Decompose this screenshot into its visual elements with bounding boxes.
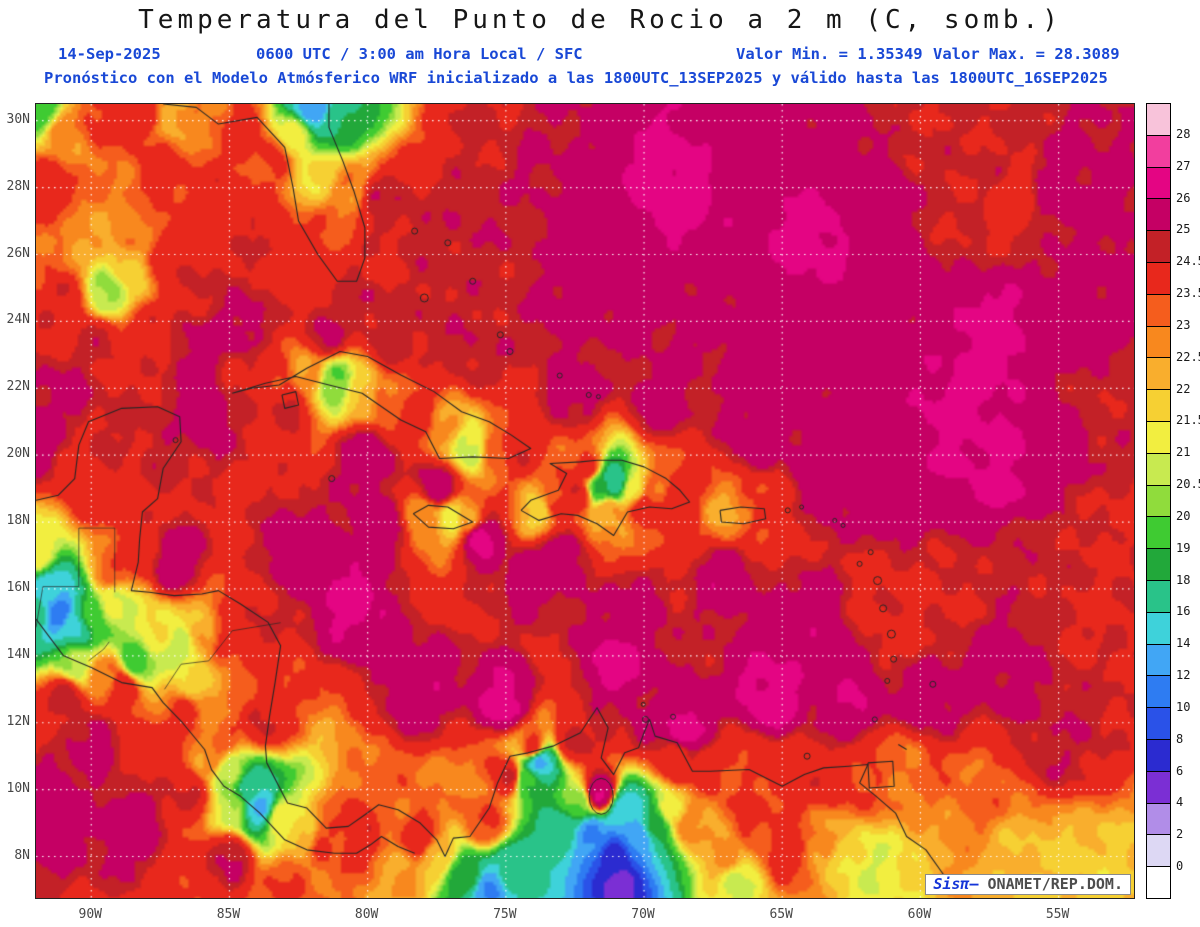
colorbar-cell <box>1146 738 1171 772</box>
lat-tick-label: 28N <box>6 178 30 194</box>
colorbar-tick-label: 14 <box>1176 636 1191 651</box>
colorbar-cell <box>1146 293 1171 327</box>
colorbar <box>1146 103 1171 899</box>
lat-tick-label: 12N <box>6 713 30 729</box>
colorbar-tick-label: 10 <box>1176 699 1191 714</box>
colorbar-cell <box>1146 452 1171 486</box>
colorbar-cell <box>1146 611 1171 645</box>
colorbar-tick-label: 4 <box>1176 795 1184 810</box>
colorbar-tick-label: 18 <box>1176 572 1191 587</box>
colorbar-cell <box>1146 198 1171 232</box>
watermark-org: ONAMET/REP.DOM. <box>987 875 1123 893</box>
map-plot-area: Sisπ– ONAMET/REP.DOM. <box>35 103 1135 899</box>
colorbar-tick-label: 21.5 <box>1176 413 1200 428</box>
model-info-line: Pronóstico con el Modelo Atmósferico WRF… <box>44 69 1108 87</box>
lon-tick-label: 80W <box>354 907 379 922</box>
max-value-label: Valor Max. = 28.3089 <box>933 45 1120 63</box>
lon-tick-label: 60W <box>907 907 932 922</box>
colorbar-tick-label: 22 <box>1176 381 1191 396</box>
colorbar-tick-label: 27 <box>1176 158 1191 173</box>
colorbar-cell <box>1146 643 1171 677</box>
colorbar-cell <box>1146 579 1171 613</box>
watermark-dash: – <box>969 875 979 893</box>
lon-tick-label: 75W <box>493 907 517 922</box>
colorbar-tick-label: 8 <box>1176 731 1184 746</box>
sispi-logo: Sisπ <box>933 875 970 893</box>
lat-tick-label: 14N <box>6 646 30 662</box>
lat-tick-label: 8N <box>14 847 30 863</box>
colorbar-cell <box>1146 866 1171 899</box>
lat-tick-label: 30N <box>6 111 30 127</box>
colorbar-tick-label: 25 <box>1176 222 1191 237</box>
colorbar-tick-label: 16 <box>1176 604 1191 619</box>
colorbar-cell <box>1146 834 1171 868</box>
colorbar-tick-label: 20.5 <box>1176 477 1200 492</box>
colorbar-cell <box>1146 548 1171 581</box>
min-value-label: Valor Min. = 1.35349 <box>736 45 923 63</box>
colorbar-cell <box>1146 802 1171 836</box>
lat-tick-label: 26N <box>6 245 30 261</box>
colorbar-tick-label: 12 <box>1176 668 1191 683</box>
lat-tick-label: 20N <box>6 446 30 462</box>
colorbar-tick-label: 0 <box>1176 859 1184 874</box>
colorbar-tick-label: 23 <box>1176 317 1191 332</box>
lat-tick-label: 24N <box>6 312 30 328</box>
forecast-time-info: 0600 UTC / 3:00 am Hora Local / SFC <box>256 45 583 63</box>
colorbar-cell <box>1146 389 1171 422</box>
lat-tick-label: 22N <box>6 379 30 395</box>
colorbar-cell <box>1146 484 1171 518</box>
watermark: Sisπ– ONAMET/REP.DOM. <box>925 874 1131 895</box>
colorbar-tick-label: 20 <box>1176 508 1191 523</box>
map-overlay-canvas <box>36 104 1134 898</box>
lon-tick-label: 90W <box>78 907 102 922</box>
colorbar-cell <box>1146 420 1171 454</box>
colorbar-tick-label: 22.5 <box>1176 349 1200 364</box>
lon-tick-label: 85W <box>216 907 241 922</box>
colorbar-tick-label: 6 <box>1176 763 1184 778</box>
colorbar-cell <box>1146 166 1171 200</box>
lat-tick-label: 10N <box>6 780 30 796</box>
lat-tick-label: 16N <box>6 579 30 595</box>
colorbar-tick-label: 24.5 <box>1176 254 1200 269</box>
header-line-datetime: 14-Sep-2025 0600 UTC / 3:00 am Hora Loca… <box>0 45 1200 65</box>
colorbar-cell <box>1146 261 1171 295</box>
lon-tick-label: 70W <box>631 907 655 922</box>
colorbar-cell <box>1146 516 1171 550</box>
colorbar-cell <box>1146 134 1171 168</box>
page-title: Temperatura del Punto de Rocio a 2 m (C,… <box>138 5 1062 35</box>
colorbar-tick-label: 26 <box>1176 190 1191 205</box>
colorbar-tick-label: 28 <box>1176 126 1191 141</box>
colorbar-cell <box>1146 675 1171 709</box>
colorbar-tick-label: 23.5 <box>1176 286 1200 301</box>
forecast-date: 14-Sep-2025 <box>58 45 161 63</box>
colorbar-tick-label: 19 <box>1176 540 1191 555</box>
lon-tick-label: 65W <box>769 907 793 922</box>
colorbar-cell <box>1146 770 1171 804</box>
lon-tick-label: 55W <box>1045 907 1070 922</box>
colorbar-cell <box>1146 103 1171 136</box>
lat-tick-label: 18N <box>6 513 30 529</box>
colorbar-cell <box>1146 325 1171 359</box>
colorbar-cell <box>1146 707 1171 740</box>
colorbar-tick-label: 2 <box>1176 827 1184 842</box>
colorbar-cell <box>1146 230 1171 263</box>
colorbar-cell <box>1146 357 1171 391</box>
colorbar-tick-label: 21 <box>1176 445 1191 460</box>
